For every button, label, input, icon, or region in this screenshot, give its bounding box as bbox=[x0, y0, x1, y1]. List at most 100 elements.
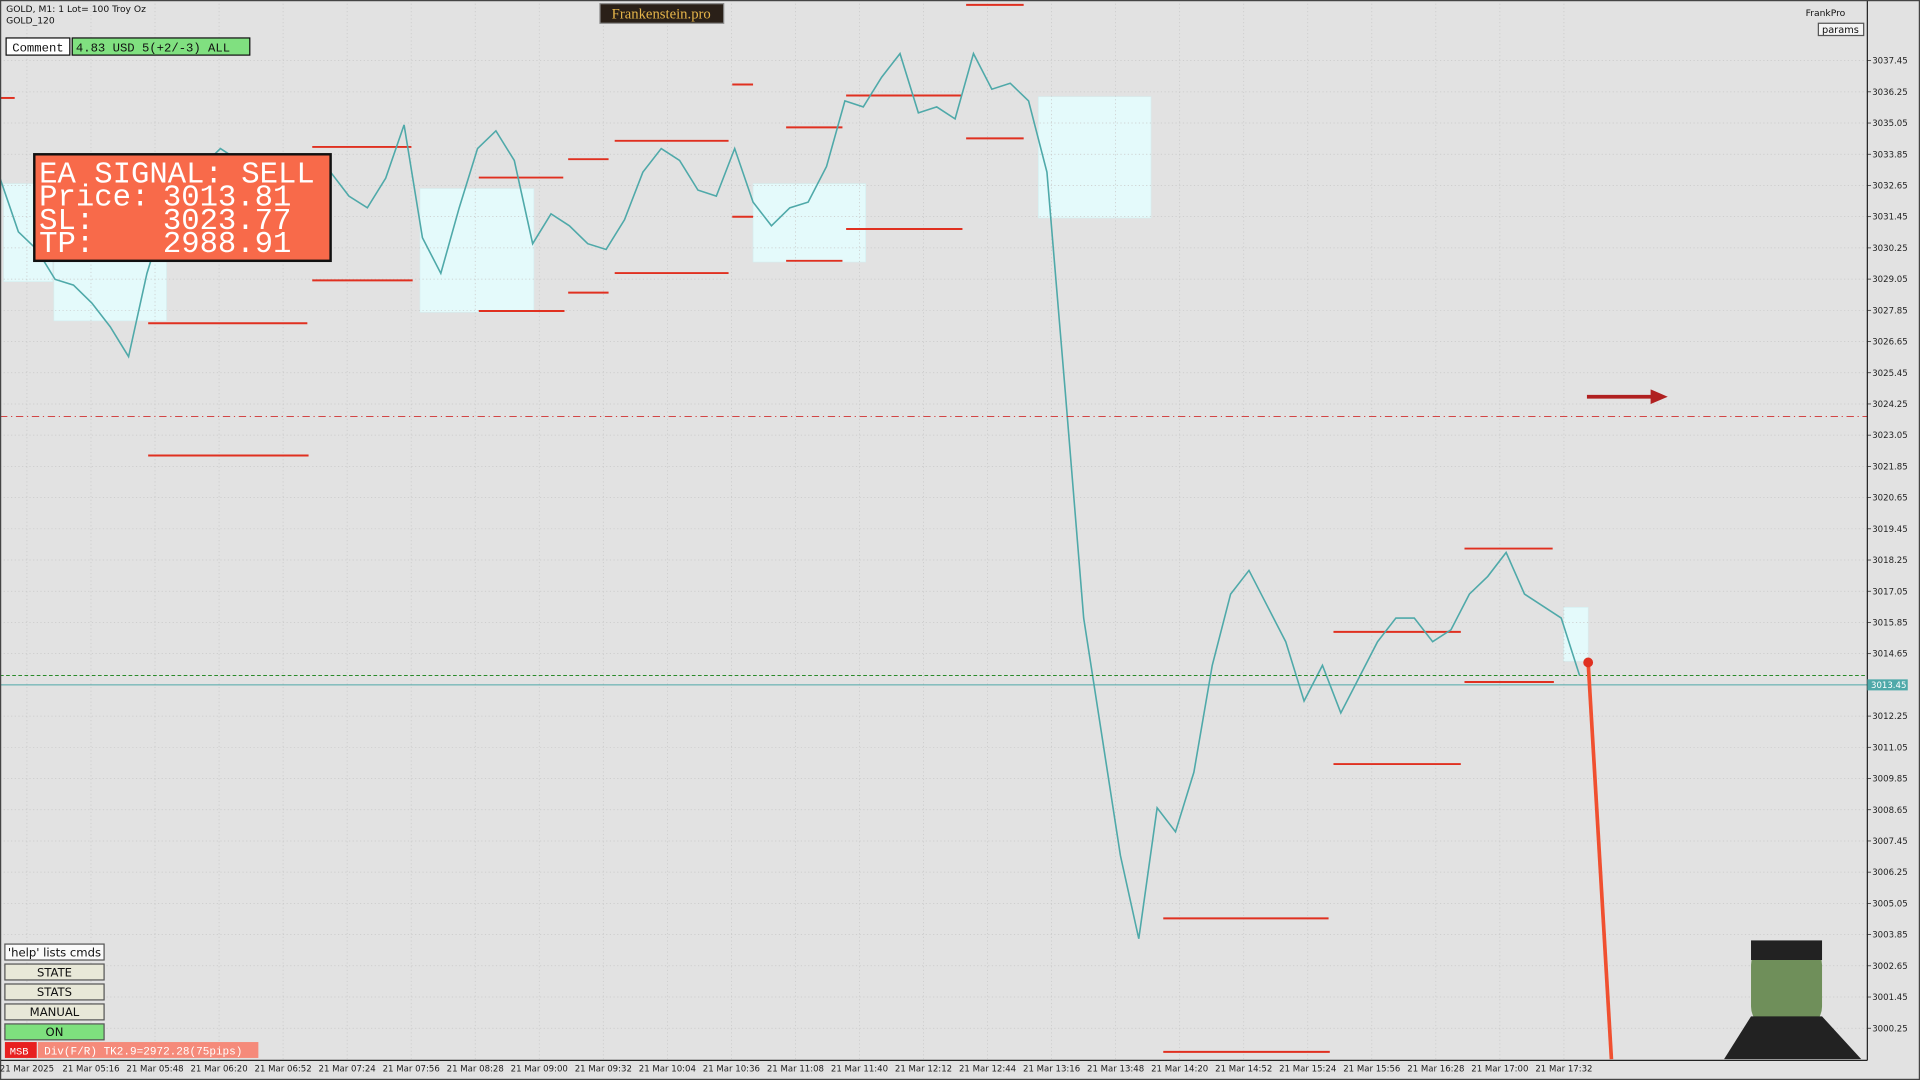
brand: Frankenstein.pro bbox=[612, 6, 711, 22]
y-tick-label: 3003.85 bbox=[1872, 931, 1907, 941]
y-tick-label: 3006.25 bbox=[1872, 868, 1907, 878]
x-tick-label: 21 Mar 13:48 bbox=[1087, 1064, 1144, 1074]
price-label: Price: bbox=[39, 182, 149, 216]
comment-value: 4.83 USD 5(+2/-3) ALL bbox=[76, 41, 230, 55]
command-button-label[interactable]: MANUAL bbox=[30, 1005, 80, 1019]
x-tick-label: 21 Mar 14:20 bbox=[1151, 1064, 1208, 1074]
y-tick-label: 3027.85 bbox=[1872, 306, 1907, 316]
y-tick-label: 3026.65 bbox=[1872, 338, 1907, 348]
symbol: GOLD, M1: 1 Lot= 100 Troy Oz bbox=[6, 4, 146, 15]
mascot bbox=[1724, 940, 1862, 1060]
y-tick-label: 3021.85 bbox=[1872, 462, 1907, 472]
x-tick-label: 21 Mar 2025 bbox=[0, 1064, 54, 1074]
params-button[interactable] bbox=[1817, 22, 1865, 37]
x-tick-label: 21 Mar 06:52 bbox=[255, 1064, 312, 1074]
command-button[interactable] bbox=[4, 1023, 105, 1041]
y-tick-label: 3031.45 bbox=[1872, 213, 1907, 223]
zone bbox=[419, 188, 535, 313]
mascot-body bbox=[1724, 1016, 1862, 1060]
account: FrankPro bbox=[1806, 8, 1846, 19]
bid-label: 3013.45 bbox=[1871, 681, 1906, 691]
x-tick-label: 21 Mar 06:20 bbox=[190, 1064, 247, 1074]
x-tick-label: 21 Mar 17:32 bbox=[1535, 1064, 1592, 1074]
params-label[interactable]: params bbox=[1822, 25, 1859, 36]
sl-value: 3023.77 bbox=[163, 205, 292, 239]
signal-dot bbox=[1583, 657, 1594, 668]
sl-arrow-head bbox=[1650, 389, 1668, 405]
signal-text: EA SIGNAL: SELL Price: 3013.81 SL: 3023.… bbox=[39, 158, 315, 262]
projection-line bbox=[1586, 662, 1614, 1060]
y-tick-label: 3030.25 bbox=[1872, 244, 1907, 254]
signal-box bbox=[33, 153, 332, 263]
sl-label: SL: bbox=[39, 205, 94, 239]
y-tick-label: 3000.25 bbox=[1872, 1024, 1907, 1034]
x-tick-label: 21 Mar 11:40 bbox=[831, 1064, 888, 1074]
y-tick-label: 3018.25 bbox=[1872, 556, 1907, 566]
x-tick-label: 21 Mar 07:56 bbox=[383, 1064, 440, 1074]
y-tick-label: 3035.05 bbox=[1872, 119, 1907, 129]
x-tick-label: 21 Mar 10:36 bbox=[703, 1064, 760, 1074]
status-flag: MSB bbox=[10, 1046, 29, 1058]
x-tick-label: 21 Mar 14:52 bbox=[1215, 1064, 1272, 1074]
indicator: GOLD_120 bbox=[6, 15, 55, 26]
command-button-label[interactable]: 'help' lists cmds bbox=[8, 945, 101, 959]
level-segments bbox=[0, 3, 1554, 1053]
comment-value-box bbox=[71, 37, 251, 56]
y-tick-label: 3020.65 bbox=[1872, 494, 1907, 504]
x-tick-label: 21 Mar 11:08 bbox=[767, 1064, 824, 1074]
status-flag-box bbox=[4, 1042, 37, 1058]
command-button[interactable] bbox=[4, 943, 105, 961]
command-button[interactable] bbox=[4, 1003, 105, 1021]
y-tick-label: 3033.85 bbox=[1872, 150, 1907, 160]
y-tick-label: 3037.45 bbox=[1872, 57, 1907, 67]
x-tick-label: 21 Mar 10:04 bbox=[639, 1064, 696, 1074]
y-tick-label: 3011.05 bbox=[1872, 743, 1907, 753]
command-button-label[interactable]: STATE bbox=[37, 965, 72, 979]
y-tick-label: 3014.65 bbox=[1872, 650, 1907, 660]
command-button[interactable] bbox=[4, 983, 105, 1001]
y-tick-label: 3008.65 bbox=[1872, 806, 1907, 816]
zone bbox=[1563, 607, 1589, 662]
x-tick-label: 21 Mar 09:00 bbox=[511, 1064, 568, 1074]
tp-label: TP: bbox=[39, 228, 94, 262]
grid bbox=[0, 0, 1868, 1060]
x-tick-label: 21 Mar 13:16 bbox=[1023, 1064, 1080, 1074]
y-tick-label: 3001.45 bbox=[1872, 993, 1907, 1003]
comment-box bbox=[5, 37, 71, 56]
y-tick-label: 3025.45 bbox=[1872, 369, 1907, 379]
mascot-hair bbox=[1751, 940, 1823, 960]
x-tick-label: 21 Mar 15:24 bbox=[1279, 1064, 1336, 1074]
y-tick-label: 3032.65 bbox=[1872, 182, 1907, 192]
x-tick-label: 21 Mar 16:28 bbox=[1407, 1064, 1464, 1074]
y-tick-label: 3017.05 bbox=[1872, 587, 1907, 597]
x-tick-label: 21 Mar 15:56 bbox=[1343, 1064, 1400, 1074]
y-tick-label: 3029.05 bbox=[1872, 275, 1907, 285]
y-tick-label: 3023.05 bbox=[1872, 431, 1907, 441]
bid-label-box bbox=[1867, 679, 1908, 691]
x-tick-label: 21 Mar 12:12 bbox=[895, 1064, 952, 1074]
x-tick-label: 21 Mar 05:48 bbox=[126, 1064, 183, 1074]
command-button-label[interactable]: STATS bbox=[37, 985, 72, 999]
y-tick-label: 3005.05 bbox=[1872, 899, 1907, 909]
y-tick-label: 3019.45 bbox=[1872, 525, 1907, 535]
y-tick-label: 3012.25 bbox=[1872, 712, 1907, 722]
mascot-head bbox=[1751, 942, 1823, 1029]
status-text: Div(F/R) TK2.9=2972.28(75pips) bbox=[44, 1046, 242, 1058]
y-tick-label: 3024.25 bbox=[1872, 400, 1907, 410]
status-box bbox=[37, 1042, 259, 1058]
command-button[interactable] bbox=[4, 963, 105, 981]
y-tick-label: 3036.25 bbox=[1872, 88, 1907, 98]
command-buttons: 'help' lists cmds STATE STATS MANUAL ON bbox=[4, 943, 105, 1041]
y-tick-label: 3015.85 bbox=[1872, 619, 1907, 629]
tp-value: 2988.91 bbox=[163, 228, 292, 262]
command-button-label[interactable]: ON bbox=[46, 1025, 64, 1039]
comment-label: Comment bbox=[12, 41, 63, 55]
x-tick-label: 21 Mar 17:00 bbox=[1471, 1064, 1528, 1074]
y-tick-label: 3007.45 bbox=[1872, 837, 1907, 847]
brand-box bbox=[599, 3, 725, 24]
y-tick-label: 3002.65 bbox=[1872, 962, 1907, 972]
signal-title: EA SIGNAL: SELL bbox=[39, 158, 315, 192]
x-tick-label: 21 Mar 08:28 bbox=[447, 1064, 504, 1074]
